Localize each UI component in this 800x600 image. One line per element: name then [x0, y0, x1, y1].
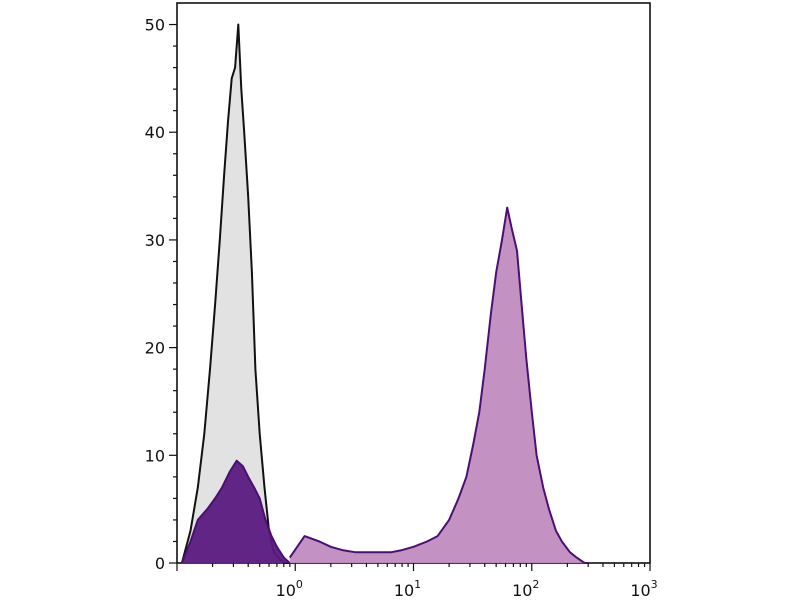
x-tick-label: 100	[276, 578, 303, 600]
series-2-line	[288, 206, 589, 564]
series-layer	[180, 23, 589, 564]
axis-layer: 0 10 20 30 40 50 100 101 102 103	[145, 16, 658, 600]
series-1-fill	[181, 460, 290, 563]
y-tick-label: 0	[155, 554, 165, 573]
y-tick-label: 10	[145, 446, 165, 465]
series-0-fill	[181, 24, 290, 563]
x-tick-label: 102	[512, 578, 539, 600]
x-tick-label: 103	[630, 578, 657, 600]
y-tick-label: 20	[145, 339, 165, 358]
y-tick-label: 30	[145, 231, 165, 250]
y-tick-label: 50	[145, 16, 165, 35]
series-1-line	[180, 459, 291, 564]
y-tick-label: 40	[145, 123, 165, 142]
series-2-fill	[289, 207, 589, 563]
x-tick-label: 101	[394, 578, 421, 600]
